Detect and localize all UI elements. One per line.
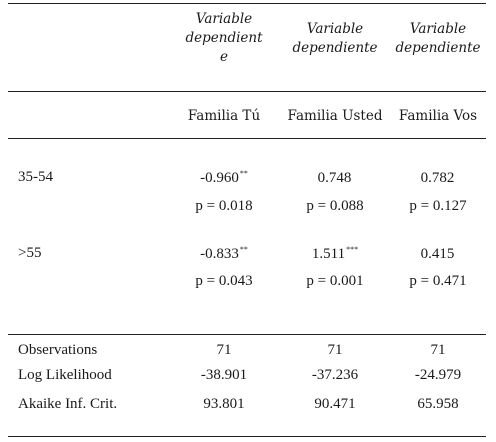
- header-col2-line1: Variable: [306, 21, 364, 37]
- pvalue-row2-col3: p = 0.471: [409, 273, 467, 289]
- stat-aic-col2: 90.471: [314, 396, 356, 412]
- coef-row2-col1: -0.833**: [168, 245, 280, 263]
- stat-observations-col1: 71: [216, 342, 232, 358]
- column-name-tu: Familia Tú: [187, 108, 261, 124]
- pvalue-row1-col2: p = 0.088: [306, 198, 364, 214]
- significance-stars: **: [239, 245, 248, 254]
- significance-stars: **: [239, 169, 248, 178]
- stat-label-aic: Akaike Inf. Crit.: [18, 396, 118, 412]
- stat-loglik-col1: -38.901: [200, 367, 248, 383]
- top-rule: [8, 3, 486, 4]
- pvalue-row2-col2: p = 0.001: [306, 273, 364, 289]
- stat-aic-col3: 65.958: [417, 396, 459, 412]
- row-label-over-55: >55: [18, 245, 42, 261]
- coef-value: 1.511: [311, 246, 346, 262]
- stat-observations-col3: 71: [430, 342, 446, 358]
- stat-aic-col1: 93.801: [203, 396, 245, 412]
- pvalue-row2-col1: p = 0.043: [195, 273, 253, 289]
- column-name-usted: Familia Usted: [287, 108, 383, 124]
- header-col3-line1: Variable: [409, 21, 467, 37]
- header-col1: Variable dependient e: [168, 10, 280, 67]
- pvalue-row1-col3: p = 0.127: [409, 198, 467, 214]
- header-col1-line2: dependient: [185, 30, 263, 46]
- stat-label-log-likelihood: Log Likelihood: [18, 367, 112, 383]
- header-col2: Variable dependiente: [282, 20, 388, 58]
- significance-stars: ***: [346, 245, 359, 254]
- stat-observations-col2: 71: [327, 342, 343, 358]
- coef-row2-col3: 0.415: [390, 245, 486, 263]
- coef-value: 0.415: [420, 246, 455, 262]
- pvalue-row1-col1: p = 0.018: [195, 198, 253, 214]
- header-col3: Variable dependiente: [390, 20, 486, 58]
- stats-rule: [8, 334, 486, 335]
- stat-label-observations: Observations: [18, 342, 98, 358]
- coef-value: 0.782: [420, 170, 455, 186]
- coef-value: -0.960: [200, 170, 239, 186]
- stat-loglik-col2: -37.236: [311, 367, 359, 383]
- row-label-35-54: 35-54: [18, 169, 53, 185]
- header-col2-line2: dependiente: [292, 40, 378, 56]
- stat-loglik-col3: -24.979: [414, 367, 462, 383]
- header-col1-line1: Variable: [195, 11, 253, 27]
- coef-row1-col2: 0.748: [282, 169, 388, 187]
- coef-value: 0.748: [317, 170, 352, 186]
- coef-row1-col3: 0.782: [390, 169, 486, 187]
- header-col3-line2: dependiente: [395, 40, 481, 56]
- coef-value: -0.833: [200, 246, 239, 262]
- coef-row1-col1: -0.960**: [168, 169, 280, 187]
- coef-row2-col2: 1.511***: [282, 245, 388, 263]
- columns-rule: [8, 138, 486, 139]
- bottom-rule: [8, 436, 486, 437]
- column-name-vos: Familia Vos: [398, 108, 478, 124]
- header-rule: [8, 91, 486, 92]
- header-col1-line3: e: [220, 49, 228, 65]
